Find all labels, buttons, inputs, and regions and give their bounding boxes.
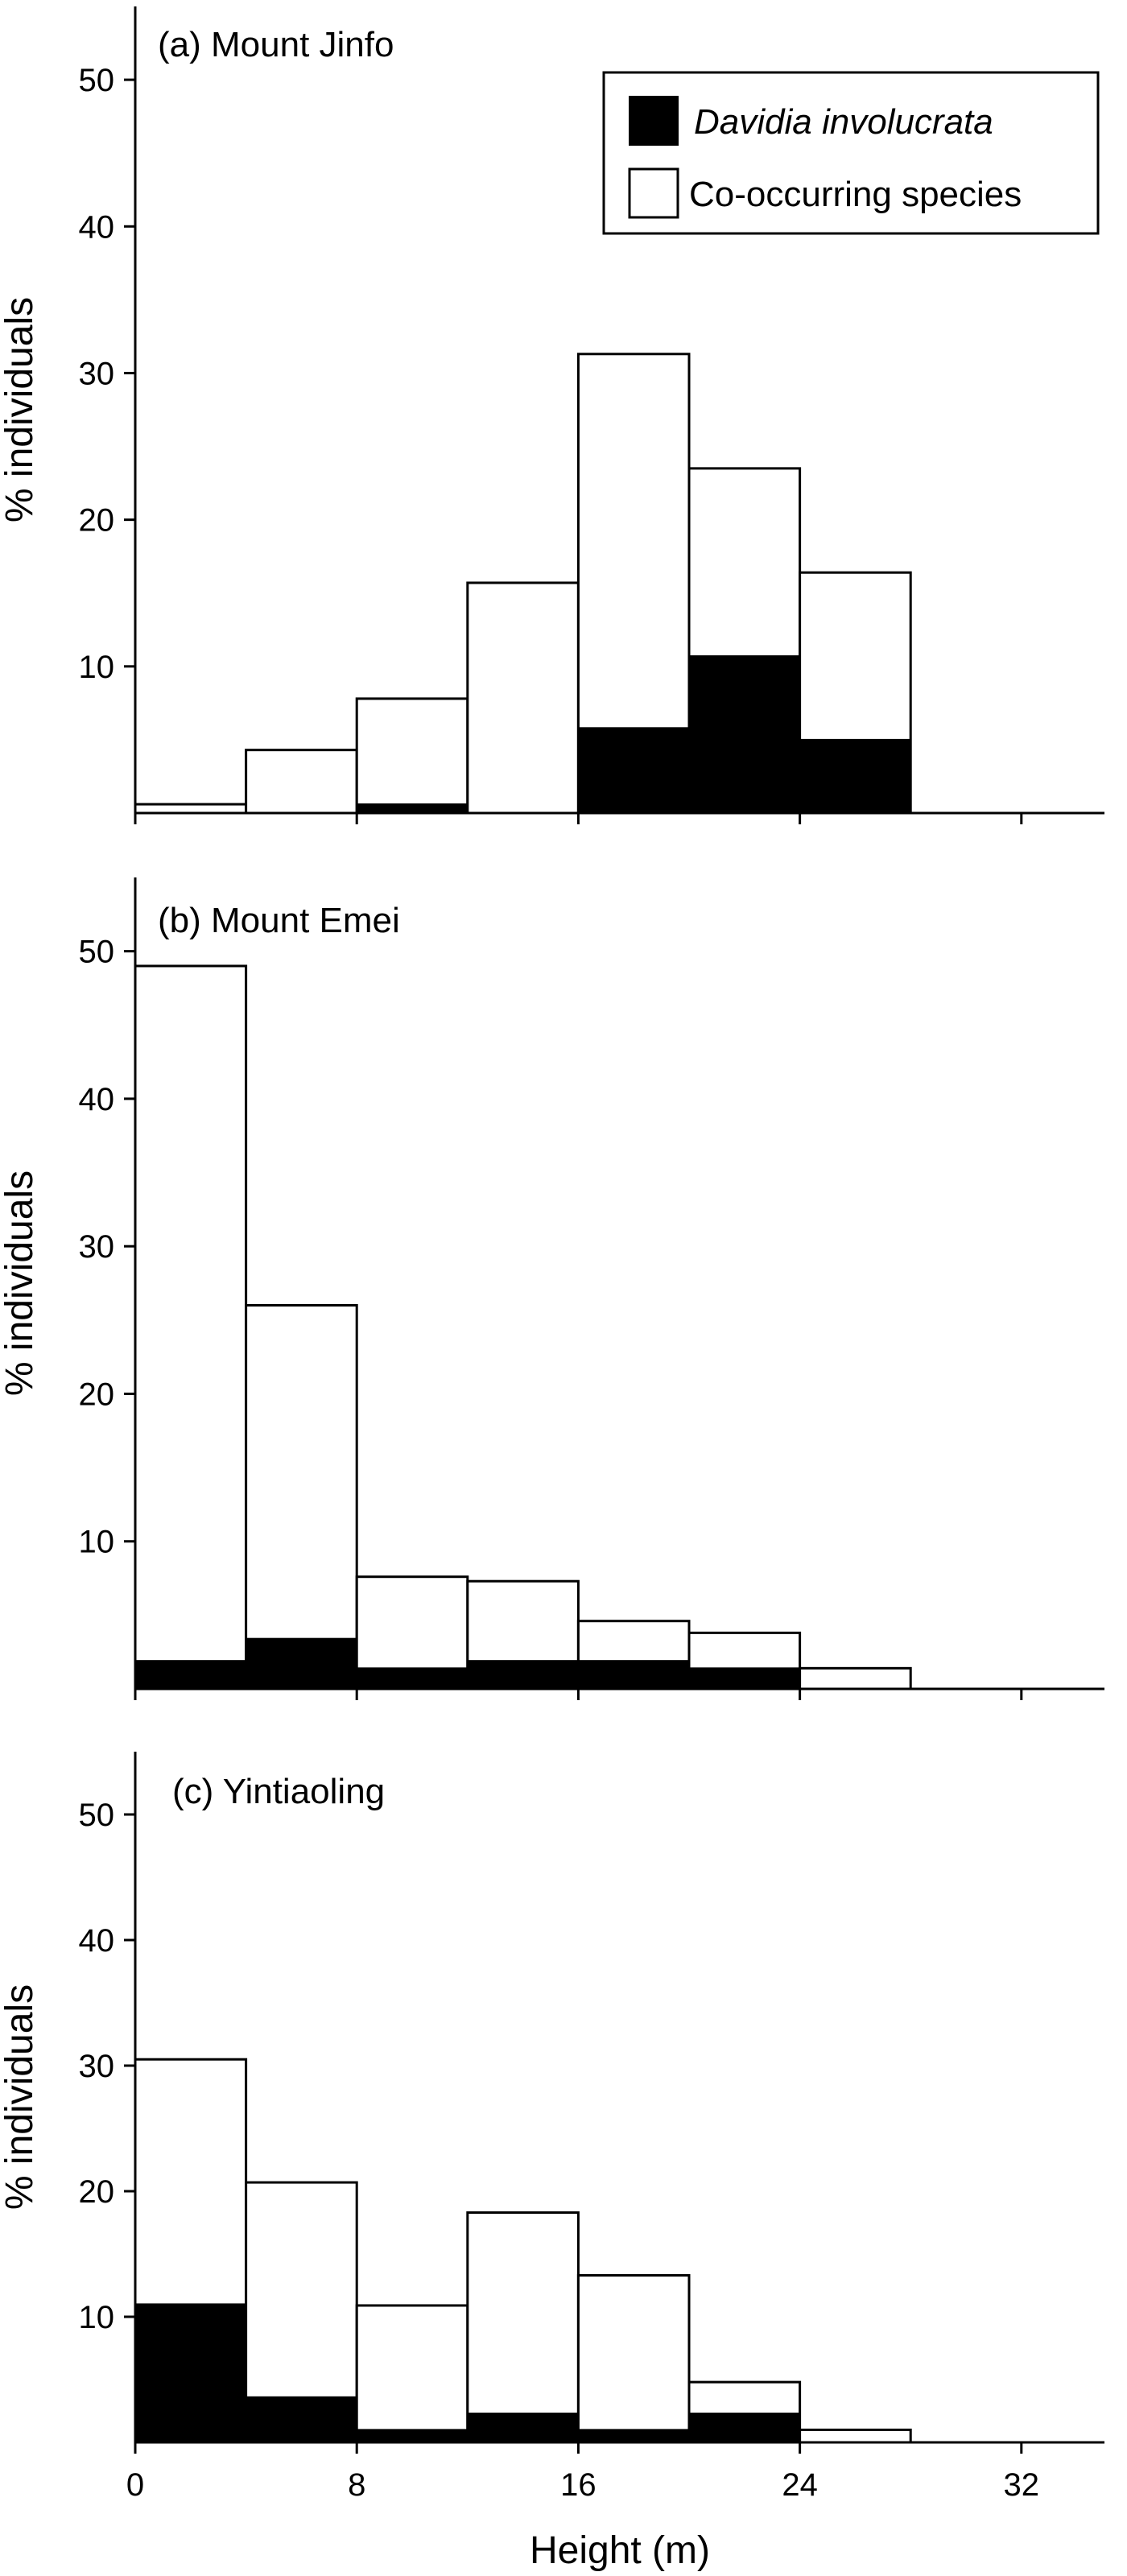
x-tick-label: 24 [782,2467,818,2503]
bar-co-occurring-4-8 [245,749,358,815]
legend-label-co-occurring: Co-occurring species [689,175,1022,214]
legend-label-davidia: Davidia involucrata [694,102,993,142]
y-tick-label: 20 [79,2174,115,2210]
bar-davidia-4-8 [246,2396,357,2444]
legend: Davidia involucrata Co-occurring species [602,71,1100,235]
bar-co-occurring-12-16 [466,581,580,815]
panel-1: 10 20 30 40 50 % individuals (a) Mount Jinfo Da… [0,6,1104,824]
bar-co-occurring-16-20 [576,2274,691,2444]
x-tick-label: 8 [348,2467,365,2503]
y-tick-label: 40 [79,209,115,245]
y-tick-label: 20 [79,1377,115,1412]
y-tick-label: 30 [79,356,115,391]
y-tick-label: 20 [79,503,115,539]
panel-3: 10 20 30 40 50 0 8 16 24 32 % individuals (c) Yinti… [0,1752,1104,2572]
y-tick-label: 10 [79,1525,115,1560]
y-tick-label: 50 [79,935,115,970]
bar-co-occurring-8-12 [355,2304,469,2444]
y-tick-label: 40 [79,1082,115,1117]
y-axis-title: % individuals [0,297,41,522]
bar-davidia-16-20 [578,1660,690,1690]
y-tick-label: 30 [79,2049,115,2084]
y-axis-title: % individuals [0,1170,41,1396]
bar-davidia-8-12 [357,2429,468,2443]
legend-box [602,71,1100,235]
y-tick-label: 40 [79,1923,115,1959]
y-tick-label: 50 [79,1798,115,1833]
bar-co-occurring-0-4 [134,803,248,815]
x-tick-label: 32 [1004,2467,1040,2503]
y-tick-label: 10 [79,2300,115,2335]
panel-label: (a) Mount Jinfo [158,25,394,64]
y-tick-label: 10 [79,650,115,685]
bar-davidia-12-16 [467,1660,579,1690]
legend-swatch-davidia [629,96,679,146]
bar-davidia-16-20 [578,2429,690,2443]
panel-label: (c) Yintiaoling [172,1772,385,1811]
bar-davidia-20-24 [689,2413,800,2444]
bar-davidia-24-28 [799,738,911,815]
bar-davidia-0-4 [135,1660,246,1690]
bar-davidia-20-24 [689,655,800,814]
panel-2: 10 20 30 40 50 % individuals (b) Mount Emei [0,877,1104,1700]
x-tick-label: 16 [560,2467,597,2503]
bar-co-occurring-8-12 [355,697,469,815]
panel-label: (b) Mount Emei [158,901,400,940]
bar-davidia-0-4 [135,2303,246,2443]
x-tick-label: 0 [126,2467,144,2503]
bar-davidia-16-20 [578,727,690,814]
y-axis-title: % individuals [0,1984,41,2210]
bar-co-occurring-0-4 [134,964,248,1690]
bar-davidia-8-12 [357,803,468,815]
bar-co-occurring-24-28 [799,1666,912,1690]
bar-co-occurring-12-16 [466,2211,580,2444]
y-tick-label: 30 [79,1229,115,1265]
bar-co-occurring-24-28 [799,2428,912,2444]
bar-davidia-12-16 [467,2413,579,2444]
bar-co-occurring-4-8 [245,1303,358,1690]
bar-davidia-4-8 [246,1637,357,1690]
x-axis-title: Height (m) [530,2529,710,2572]
y-tick-label: 50 [79,63,115,98]
legend-swatch-co-occurring [628,167,679,219]
bar-davidia-8-12 [357,1667,468,1690]
bar-davidia-20-24 [689,1667,800,1690]
